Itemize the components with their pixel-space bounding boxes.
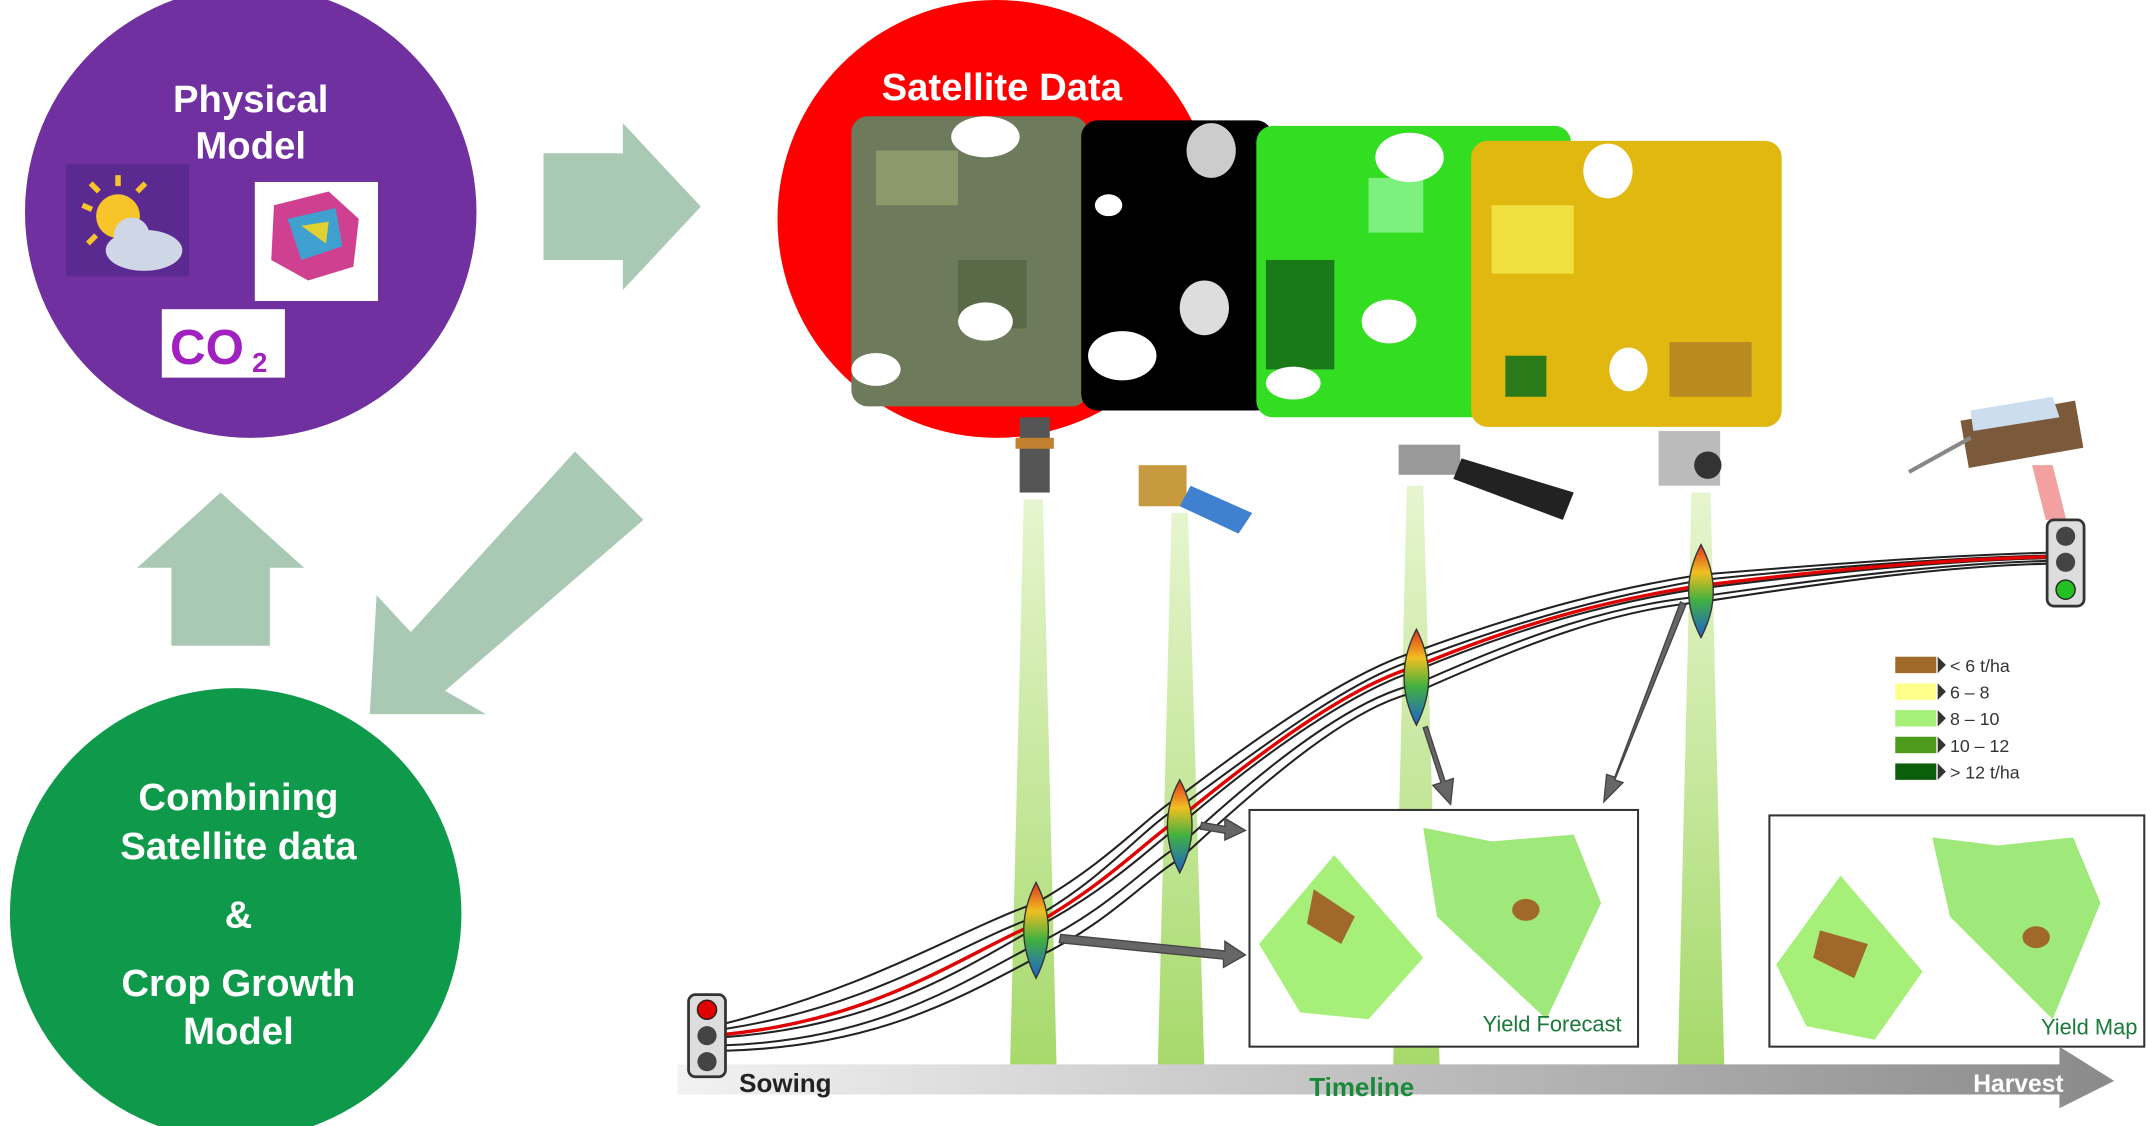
- legend: < 6 t/ha 6 – 8 8 – 10 10 – 12 > 12 t/ha: [1895, 656, 2020, 782]
- timeline-bar: [677, 1046, 2115, 1109]
- legend-label: 10 – 12: [1950, 736, 2009, 756]
- pointer-arrows: [1058, 601, 1687, 969]
- sensor-beam: [2032, 465, 2067, 520]
- yield-forecast-label: Yield Forecast: [1483, 1012, 1622, 1037]
- simulation-curves: [725, 551, 2048, 1052]
- best-estimate-curve: [725, 555, 2048, 1037]
- map-icon: [254, 181, 378, 301]
- combining-text: &: [225, 894, 253, 937]
- physical-model-circle: [25, 0, 477, 438]
- field-map: [2022, 926, 2050, 949]
- legend-swatch: [1895, 683, 1937, 700]
- legend-pointer: [1937, 710, 1946, 727]
- timeline-label: Timeline: [1309, 1072, 1414, 1102]
- arrow-down-left: [369, 451, 644, 715]
- field-map: [1932, 837, 2101, 1020]
- sensor-beam: [1010, 499, 1057, 1068]
- assimilation-lens: [1023, 880, 1049, 980]
- physical-model-title: Physical: [173, 78, 328, 121]
- field-map: [1512, 898, 1540, 921]
- satellite-image-rgb: [851, 116, 1089, 407]
- satellite-title: Satellite Data: [882, 66, 1123, 109]
- arrow-up: [137, 492, 305, 646]
- timeline-start: Sowing: [739, 1068, 831, 1098]
- assimilation-lens: [1403, 627, 1430, 727]
- legend-pointer: [1937, 763, 1946, 780]
- field-map: [1306, 889, 1355, 945]
- timeline-end: Harvest: [1973, 1071, 2063, 1098]
- legend-pointer: [1937, 736, 1946, 754]
- combining-text: Crop Growth: [121, 962, 355, 1005]
- legend-pointer: [1937, 656, 1946, 674]
- legend-swatch: [1895, 656, 1937, 674]
- satellite-image-mask: [1081, 120, 1273, 411]
- field-map: [1813, 930, 1868, 979]
- satellite-icon: [1907, 396, 2084, 474]
- co2-subscript: 2: [252, 347, 267, 378]
- traffic-light-end: [2045, 518, 2086, 608]
- physical-model-title: Model: [195, 125, 306, 168]
- legend-label: > 12 t/ha: [1950, 762, 2020, 782]
- legend-label: 8 – 10: [1950, 709, 2000, 729]
- field-map: [1423, 827, 1602, 1020]
- co2-label: CO: [170, 320, 244, 375]
- traffic-light-start: [687, 993, 727, 1079]
- assimilation-lens: [1688, 543, 1714, 640]
- combining-text: Combining: [138, 776, 338, 819]
- legend-label: 6 – 8: [1950, 682, 1990, 702]
- legend-label: < 6 t/ha: [1950, 656, 2010, 676]
- assimilation-lens: [1166, 778, 1193, 875]
- satellite-icon: [1015, 417, 1054, 493]
- yield-map-label: Yield Map: [2041, 1014, 2137, 1039]
- satellite-icon: [1138, 465, 1253, 534]
- legend-pointer: [1937, 683, 1946, 700]
- satellite-icon: [1398, 444, 1574, 520]
- weather-icon: [66, 164, 190, 277]
- sensor-beam: [1677, 492, 1725, 1068]
- combining-circle: [10, 688, 462, 1126]
- arrow-right: [543, 123, 701, 291]
- legend-swatch: [1895, 763, 1937, 780]
- combining-text: Satellite data: [120, 825, 357, 868]
- legend-swatch: [1895, 736, 1937, 754]
- co2-box: [161, 309, 285, 378]
- satellite-icon: [1658, 430, 1722, 486]
- combining-text: Model: [183, 1010, 294, 1053]
- satellite-image-yield: [1471, 140, 1782, 427]
- legend-swatch: [1895, 710, 1937, 727]
